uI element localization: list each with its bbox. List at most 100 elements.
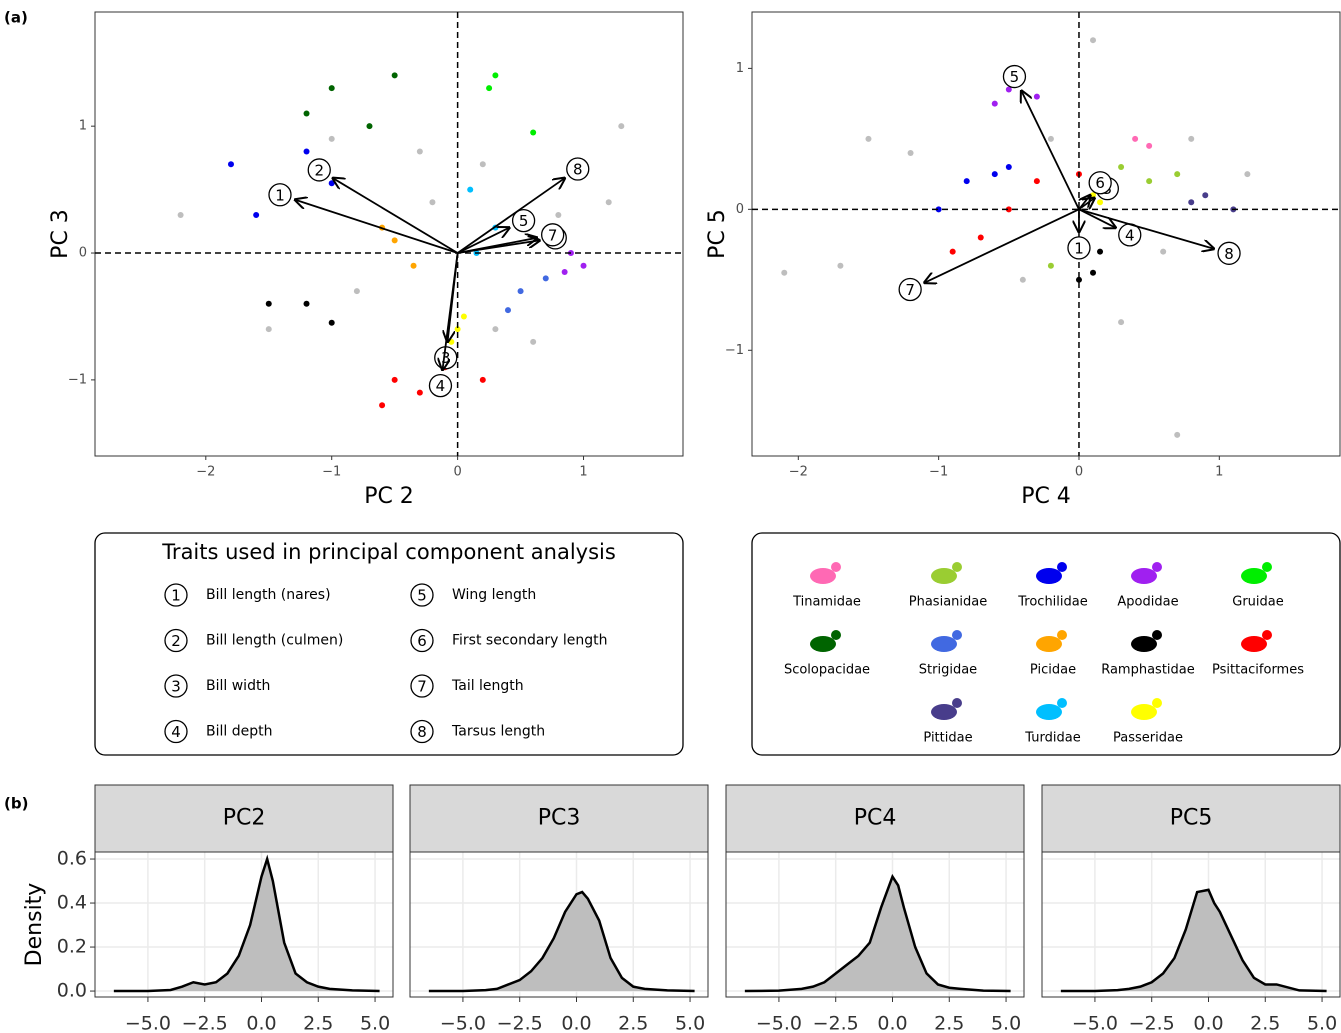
legend-title: Traits used in principal component analy…: [161, 540, 616, 564]
x-tick-label: 5.0: [991, 1013, 1021, 1033]
trait-name: Bill width: [206, 678, 270, 694]
strip-title: PC3: [538, 806, 581, 831]
legend-icon: [1036, 704, 1062, 720]
legend-icon-head: [1262, 630, 1272, 640]
x-tick-label: 0: [453, 465, 461, 480]
point: [266, 326, 272, 332]
x-tick-label: 0.0: [1193, 1013, 1223, 1033]
legend-label: Scolopacidae: [784, 663, 870, 678]
point: [480, 377, 486, 383]
point: [329, 320, 335, 326]
point: [411, 263, 417, 269]
point: [964, 178, 970, 184]
figure: (a) (b) −2−101−101PC 2PC 312345678Traits…: [0, 0, 1341, 1033]
trait-number: 4: [171, 723, 181, 741]
legend-icon: [1241, 636, 1267, 652]
point: [581, 263, 587, 269]
legend-label: Tinamidae: [792, 595, 861, 610]
x-tick-label: −1: [929, 465, 948, 480]
point: [781, 270, 787, 276]
x-tick-label: −2.5: [813, 1013, 859, 1033]
point: [228, 161, 234, 167]
x-tick-label: 1: [1215, 465, 1223, 480]
legend-icon-head: [831, 630, 841, 640]
point: [304, 301, 310, 307]
legend-icon-head: [1057, 630, 1067, 640]
arrow-label: 1: [1074, 239, 1084, 257]
point: [1188, 136, 1194, 142]
strip-title: PC4: [854, 806, 897, 831]
legend-icon: [1036, 568, 1062, 584]
arrow-label: 6: [1095, 174, 1105, 192]
legend-label: Passeridae: [1113, 731, 1183, 746]
x-tick-label: −5.0: [756, 1013, 802, 1033]
legend-icon-head: [1152, 698, 1162, 708]
legend-label: Trochilidae: [1017, 595, 1087, 610]
y-axis-label: PC 3: [48, 209, 73, 259]
point: [1006, 164, 1012, 170]
legend-icon: [810, 568, 836, 584]
trait-name: Bill length (nares): [206, 587, 331, 603]
point: [392, 72, 398, 78]
plot-frame: [95, 12, 683, 456]
y-tick-label: 0.0: [57, 980, 87, 1002]
x-tick-label: 2.5: [618, 1013, 648, 1033]
trait-name: First secondary length: [452, 633, 608, 649]
legend-label: Gruidae: [1232, 595, 1284, 610]
x-tick-label: 2.5: [1250, 1013, 1280, 1033]
point: [486, 85, 492, 91]
point: [329, 180, 335, 186]
point: [1048, 136, 1054, 142]
legend-icon-head: [1057, 698, 1067, 708]
legend-icon-head: [952, 562, 962, 572]
point: [543, 275, 549, 281]
point: [1146, 143, 1152, 149]
x-tick-label: −2: [789, 465, 808, 480]
x-tick-label: 0: [1075, 465, 1083, 480]
y-tick-label: 1: [736, 61, 744, 76]
strip-title: PC2: [223, 806, 266, 831]
legend-label: Strigidae: [919, 663, 977, 678]
point: [392, 237, 398, 243]
legend-label: Turdidae: [1024, 731, 1080, 746]
arrow-label: 5: [519, 212, 529, 230]
point: [1202, 192, 1208, 198]
point: [354, 288, 360, 294]
x-tick-label: −5.0: [1072, 1013, 1118, 1033]
arrow-label: 4: [1125, 226, 1135, 244]
legend-icon-head: [831, 562, 841, 572]
point: [1118, 319, 1124, 325]
y-tick-label: −1: [725, 343, 744, 358]
point: [618, 123, 624, 129]
legend-label: Psittaciformes: [1212, 663, 1304, 678]
trait-number: 2: [171, 632, 181, 650]
x-tick-label: 5.0: [675, 1013, 705, 1033]
trait-number: 7: [417, 678, 427, 696]
legend-icon-head: [1152, 630, 1162, 640]
legend-label: Picidae: [1030, 663, 1076, 678]
x-tick-label: −2: [196, 465, 215, 480]
point: [467, 187, 473, 193]
x-tick-label: −1: [322, 465, 341, 480]
arrow-label: 8: [1224, 245, 1234, 263]
point: [1244, 171, 1250, 177]
legend-label: Phasianidae: [909, 595, 987, 610]
arrow-label: 5: [1010, 68, 1020, 86]
legend-icon-head: [1057, 562, 1067, 572]
legend-label: Pittidae: [923, 731, 972, 746]
legend-icon-head: [1152, 562, 1162, 572]
point: [1090, 37, 1096, 43]
y-tick-label: 1: [79, 119, 87, 134]
point: [304, 110, 310, 116]
point: [865, 136, 871, 142]
trait-name: Wing length: [452, 587, 536, 603]
x-axis-label: PC 2: [364, 484, 414, 509]
point: [950, 249, 956, 255]
point: [480, 161, 486, 167]
point: [562, 269, 568, 275]
legend-icon-head: [952, 630, 962, 640]
legend-label: Apodidae: [1117, 595, 1178, 610]
point: [266, 301, 272, 307]
trait-number: 5: [417, 587, 427, 605]
point: [492, 72, 498, 78]
